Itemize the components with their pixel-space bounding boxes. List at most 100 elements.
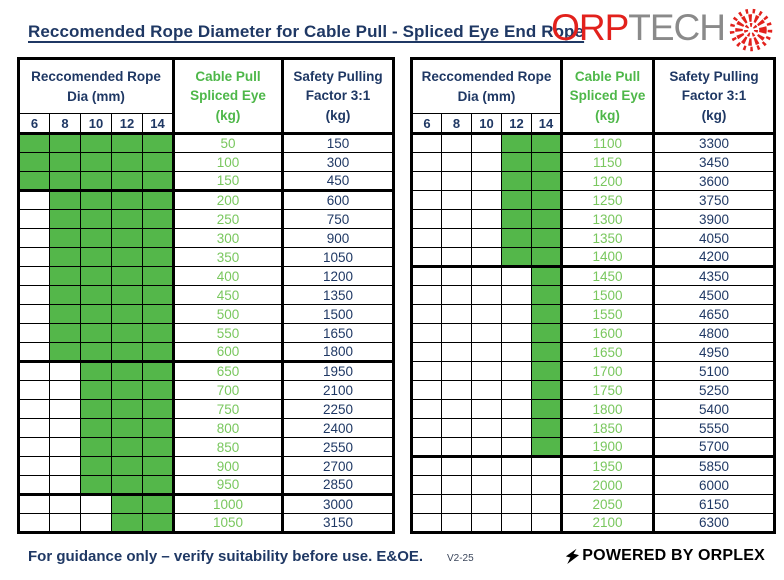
table-row: 1250 3750	[411, 190, 775, 210]
table-row: 1500 4500	[411, 285, 775, 305]
dia-recommended-cell	[142, 228, 174, 248]
dia-recommended-cell	[531, 152, 562, 172]
dia-recommended-cell	[49, 189, 81, 210]
dia-recommended-cell	[531, 285, 562, 305]
dia-header-line: Reccomended Rope	[421, 68, 552, 84]
dia-empty-cell	[531, 455, 562, 476]
dia-empty-cell	[471, 228, 502, 248]
dia-recommended-cell	[531, 265, 562, 286]
dia-recommended-cell	[111, 380, 143, 400]
safety-factor-value: 4200	[653, 247, 775, 267]
safety-factor-value: 300	[282, 152, 394, 172]
cable-pull-value: 250	[172, 209, 284, 229]
cable-pull-value: 150	[172, 171, 284, 191]
cable-pull-value: 1350	[560, 228, 655, 248]
dia-recommended-cell	[142, 399, 174, 419]
dia-empty-cell	[501, 455, 532, 476]
logo-text-tech: TECH	[628, 7, 726, 48]
dia-recommended-cell	[142, 266, 174, 286]
table-row: 50 150	[18, 133, 394, 153]
safety-factor-header-line: Factor 3:1	[681, 88, 747, 104]
safety-factor-value: 4350	[653, 265, 775, 286]
dia-empty-cell	[49, 475, 81, 495]
dia-empty-cell	[411, 228, 442, 248]
dia-col-label: 14	[531, 113, 562, 135]
dia-empty-cell	[411, 190, 442, 210]
dia-empty-cell	[441, 342, 472, 362]
safety-factor-value: 4500	[653, 285, 775, 305]
dia-empty-cell	[18, 228, 50, 248]
safety-factor-value: 4050	[653, 228, 775, 248]
dia-recommended-cell	[142, 456, 174, 476]
cable-pull-value: 1100	[560, 133, 655, 153]
dia-empty-cell	[471, 152, 502, 172]
dia-empty-cell	[18, 513, 50, 533]
dia-empty-cell	[411, 133, 442, 153]
rope-table-right: Reccomended Rope Dia (mm) Cable Pull Splice…	[410, 57, 776, 534]
table-row: 2100 6300	[411, 513, 775, 533]
dia-empty-cell	[471, 190, 502, 210]
dia-recommended-cell	[111, 209, 143, 229]
dia-recommended-cell	[531, 418, 562, 438]
safety-factor-value: 5700	[653, 437, 775, 457]
dia-recommended-cell	[80, 189, 112, 210]
dia-recommended-cell	[142, 513, 174, 533]
safety-factor-value: 2100	[282, 380, 394, 400]
dia-recommended-cell	[111, 475, 143, 495]
table-row: 1100 3300	[411, 133, 775, 153]
dia-recommended-cell	[531, 133, 562, 153]
dia-recommended-cell	[80, 285, 112, 305]
safety-factor-header-line: (kg)	[325, 107, 351, 123]
table-row: 850 2550	[18, 437, 394, 457]
dia-recommended-cell	[80, 437, 112, 457]
dia-empty-cell	[441, 361, 472, 381]
dia-empty-cell	[531, 475, 562, 495]
dia-empty-cell	[411, 399, 442, 419]
dia-empty-cell	[49, 513, 81, 533]
dia-empty-cell	[18, 266, 50, 286]
dia-empty-cell	[18, 437, 50, 457]
cable-pull-value: 1050	[172, 513, 284, 533]
dia-empty-cell	[18, 285, 50, 305]
dia-recommended-cell	[49, 323, 81, 343]
dia-empty-cell	[471, 265, 502, 286]
dia-empty-cell	[441, 513, 472, 533]
safety-factor-value: 5550	[653, 418, 775, 438]
dia-empty-cell	[471, 380, 502, 400]
dia-recommended-cell	[501, 228, 532, 248]
safety-factor-value: 3450	[653, 152, 775, 172]
cable-pull-header-line: Cable Pull	[574, 68, 641, 84]
table-row: 1800 5400	[411, 399, 775, 419]
dia-col-label: 14	[142, 113, 174, 135]
dia-empty-cell	[441, 285, 472, 305]
dia-recommended-cell	[80, 228, 112, 248]
dia-recommended-cell	[80, 399, 112, 419]
cable-pull-value: 1400	[560, 247, 655, 267]
cable-pull-header: Cable Pull Spliced Eye (kg)	[560, 58, 655, 135]
cable-pull-value: 400	[172, 266, 284, 286]
dia-recommended-cell	[142, 209, 174, 229]
dia-recommended-cell	[111, 342, 143, 362]
dia-col-label: 8	[49, 113, 81, 135]
dia-empty-cell	[411, 342, 442, 362]
dia-col-label: 10	[471, 113, 502, 135]
dia-empty-cell	[411, 475, 442, 495]
dia-empty-cell	[471, 171, 502, 191]
dia-recommended-cell	[142, 380, 174, 400]
safety-factor-value: 5850	[653, 455, 775, 476]
dia-empty-cell	[49, 437, 81, 457]
dia-empty-cell	[411, 380, 442, 400]
table-row: 900 2700	[18, 456, 394, 476]
dia-recommended-cell	[111, 228, 143, 248]
dia-empty-cell	[501, 265, 532, 286]
dia-empty-cell	[18, 209, 50, 229]
safety-factor-value: 600	[282, 189, 394, 210]
cable-pull-value: 1900	[560, 437, 655, 457]
dia-empty-cell	[471, 304, 502, 324]
dia-empty-cell	[471, 209, 502, 229]
dia-empty-cell	[80, 513, 112, 533]
dia-empty-cell	[471, 133, 502, 153]
safety-factor-value: 450	[282, 171, 394, 191]
safety-factor-header: Safety Pulling Factor 3:1 (kg)	[653, 58, 775, 135]
